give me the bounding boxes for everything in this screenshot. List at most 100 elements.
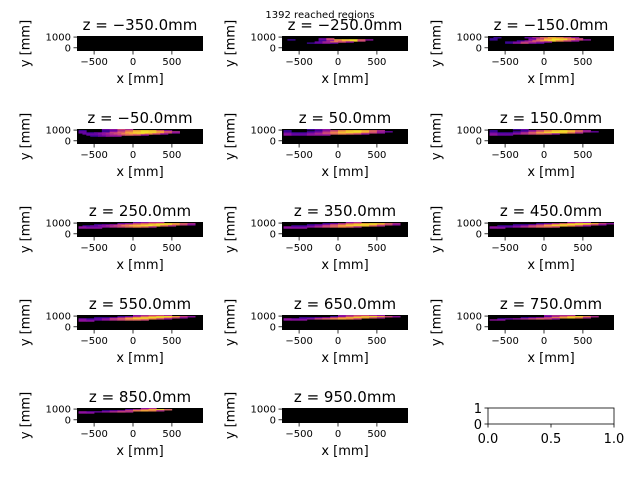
- heatmap-cell: [109, 319, 118, 321]
- heatmap-cell: [338, 226, 347, 228]
- heatmap-cell: [575, 39, 584, 41]
- y-axis-label: y [mm]: [224, 299, 239, 346]
- heatmap-cell: [520, 131, 529, 133]
- heatmap-cell: [338, 223, 347, 225]
- heatmap-cell: [536, 224, 545, 226]
- heatmap-cell: [559, 225, 568, 227]
- heatmap-cell: [528, 131, 537, 133]
- heatmap-cell: [318, 38, 327, 40]
- heatmap-cell: [376, 315, 385, 317]
- panel-title: z = 150.0mm: [500, 109, 602, 127]
- heatmap-cell: [117, 319, 126, 321]
- heatmap-cell: [349, 39, 358, 41]
- x-tick-label: 0: [335, 429, 341, 440]
- heatmap-cell: [341, 40, 350, 42]
- figure-suptitle: 1392 reached regions: [265, 10, 374, 21]
- heatmap-cell: [171, 132, 180, 134]
- heatmap-cell: [133, 224, 142, 226]
- heatmap-cell: [299, 226, 308, 228]
- heatmap-cell: [575, 222, 584, 224]
- heatmap-cell: [338, 224, 347, 226]
- heatmap-cell: [528, 225, 537, 227]
- heatmap-cell: [353, 315, 362, 317]
- x-axis-label: x [mm]: [527, 165, 574, 180]
- heatmap-cell: [330, 132, 339, 134]
- x-tick-label: 0.0: [478, 432, 499, 447]
- heatmap-cell: [590, 131, 599, 133]
- heatmap-cell: [86, 412, 95, 414]
- heatmap-cell: [78, 131, 87, 133]
- heatmap-cell: [528, 42, 537, 44]
- heatmap-cell: [567, 38, 576, 40]
- heatmap-cell: [520, 130, 529, 132]
- heatmap-cell: [330, 225, 339, 227]
- heatmap-cell: [353, 316, 362, 318]
- heatmap-cell: [536, 41, 545, 43]
- heatmap-cell: [590, 224, 599, 226]
- heatmap-cell: [349, 40, 358, 42]
- heatmap-cell: [345, 316, 354, 318]
- heatmap-cell: [369, 315, 378, 317]
- heatmap-cell: [559, 223, 568, 225]
- heatmap-cell: [82, 133, 91, 135]
- heatmap-cell: [94, 227, 103, 229]
- x-tick-label: 500: [367, 150, 386, 161]
- heatmap-cell: [582, 317, 591, 319]
- heatmap-cell: [338, 132, 347, 134]
- heatmap-background: [282, 408, 408, 423]
- heatmap-cell: [369, 130, 378, 132]
- heatmap-cell: [156, 224, 165, 226]
- y-axis-label: y [mm]: [224, 20, 239, 67]
- heatmap-cell: [318, 39, 327, 41]
- heatmap-cell: [567, 315, 576, 317]
- x-axis-label: x [mm]: [321, 258, 368, 273]
- heatmap-cell: [291, 133, 300, 135]
- heatmap-cell: [559, 131, 568, 133]
- heatmap-cell: [314, 318, 323, 320]
- x-tick-label: 500: [162, 243, 181, 254]
- heatmap-cell: [156, 315, 165, 317]
- heatmap-cell: [86, 226, 95, 228]
- x-tick-label: 0: [335, 243, 341, 254]
- heatmap-cell: [140, 132, 149, 134]
- heatmap-cell: [582, 222, 591, 224]
- heatmap-cell: [575, 316, 584, 318]
- heatmap-cell: [376, 130, 385, 132]
- heatmap-cell: [544, 225, 553, 227]
- y-tick-label: 0: [270, 415, 276, 426]
- y-tick-label: 1000: [46, 126, 71, 137]
- heatmap-cell: [283, 319, 292, 321]
- heatmap-cell: [299, 134, 308, 136]
- heatmap-cell: [528, 41, 537, 43]
- heatmap-cell: [345, 318, 354, 320]
- heatmap-cell: [140, 318, 149, 320]
- heatmap-cell: [306, 131, 315, 133]
- heatmap-cell: [148, 224, 157, 226]
- x-tick-label: −500: [80, 57, 107, 68]
- heatmap-cell: [86, 132, 95, 134]
- heatmap-cell: [536, 39, 545, 41]
- heatmap-cell: [369, 317, 378, 319]
- panel-title: z = 650.0mm: [294, 295, 396, 313]
- heatmap-cell: [497, 319, 506, 321]
- heatmap-cell: [129, 225, 138, 227]
- x-tick-label: −500: [491, 336, 518, 347]
- heatmap-cell: [575, 223, 584, 225]
- heatmap-cell: [551, 132, 560, 134]
- y-axis-label: y [mm]: [19, 113, 34, 160]
- heatmap-cell: [125, 318, 134, 320]
- heatmap-cell: [505, 132, 514, 134]
- heatmap-cell: [299, 225, 308, 227]
- heatmap-cell: [148, 410, 157, 412]
- heatmap-cell: [117, 318, 126, 320]
- panel-title: z = −250.0mm: [288, 16, 403, 34]
- x-tick-label: 0: [541, 243, 547, 254]
- heatmap-cell: [322, 223, 331, 225]
- heatmap-cell: [314, 226, 323, 228]
- heatmap-cell: [361, 133, 370, 135]
- heatmap-cell: [547, 40, 556, 42]
- heatmap-cell: [322, 132, 331, 134]
